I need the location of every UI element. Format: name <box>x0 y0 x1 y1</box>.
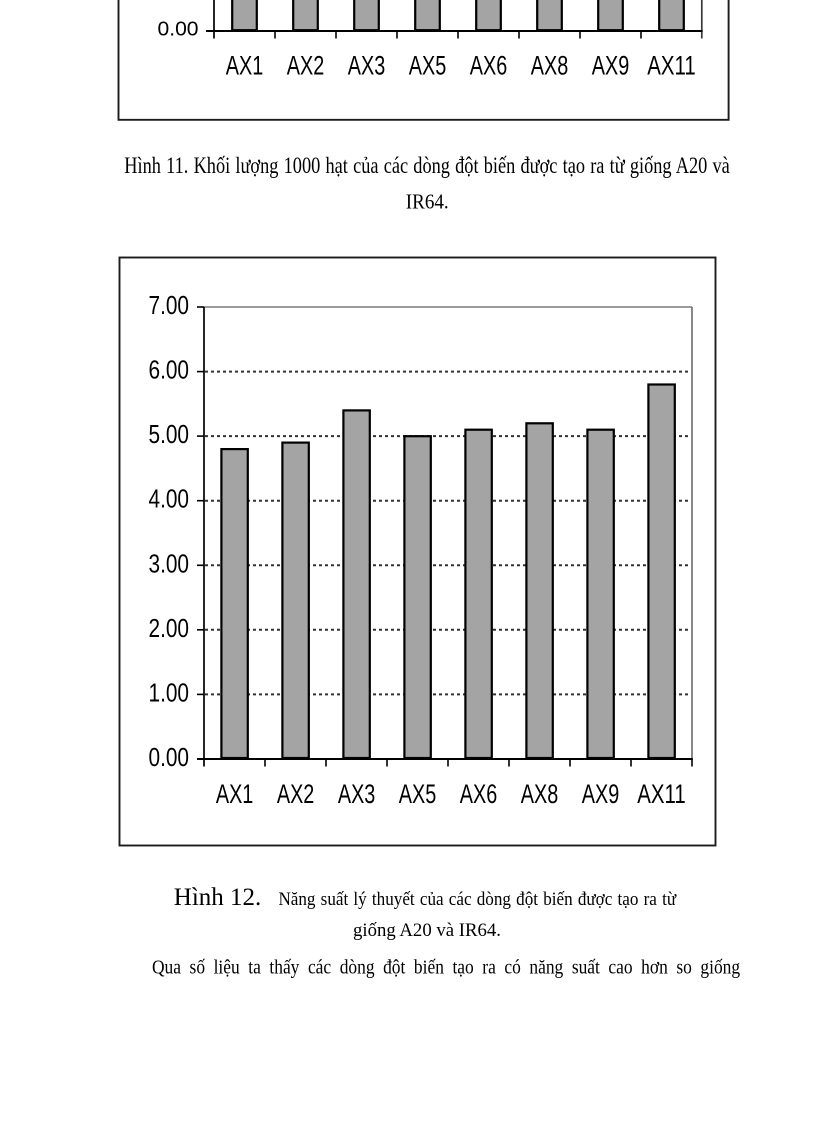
svg-text:0.00: 0.00 <box>149 742 190 772</box>
svg-text:5.00: 5.00 <box>149 419 190 449</box>
svg-text:1.00: 1.00 <box>149 677 190 707</box>
svg-text:AX6: AX6 <box>470 51 508 81</box>
svg-text:AX3: AX3 <box>338 779 376 809</box>
svg-text:AX9: AX9 <box>592 51 630 81</box>
svg-text:IR64.: IR64. <box>406 189 449 213</box>
svg-text:AX11: AX11 <box>637 779 686 809</box>
svg-text:7.00: 7.00 <box>149 290 190 320</box>
svg-text:AX1: AX1 <box>226 51 264 81</box>
svg-text:AX2: AX2 <box>277 779 315 809</box>
svg-text:AX5: AX5 <box>399 779 437 809</box>
svg-text:AX6: AX6 <box>460 779 498 809</box>
svg-text:AX5: AX5 <box>409 51 447 81</box>
svg-text:AX8: AX8 <box>531 51 569 81</box>
svg-text:Qua số liệu ta thấy các dòng đ: Qua số liệu ta thấy các dòng đột biến tạ… <box>152 956 741 979</box>
svg-text:AX2: AX2 <box>287 51 325 81</box>
svg-text:AX11: AX11 <box>647 51 696 81</box>
svg-text:2.00: 2.00 <box>149 613 190 643</box>
svg-text:Hình 11. Khối lượng 1000 hạt c: Hình 11. Khối lượng 1000 hạt của các dòn… <box>124 152 730 179</box>
svg-text:AX3: AX3 <box>348 51 386 81</box>
svg-text:AX9: AX9 <box>582 779 620 809</box>
svg-text:Năng suất lý thuyết của các dò: Năng suất lý thuyết của các dòng đột biế… <box>278 888 677 909</box>
svg-text:0.00: 0.00 <box>158 19 199 41</box>
svg-text:AX1: AX1 <box>216 779 254 809</box>
svg-text:4.00: 4.00 <box>149 484 190 514</box>
svg-text:giống A20 và IR64.: giống A20 và IR64. <box>353 920 501 941</box>
svg-text:6.00: 6.00 <box>149 355 190 385</box>
svg-text:Hình 12.: Hình 12. <box>174 884 261 911</box>
svg-text:AX8: AX8 <box>521 779 559 809</box>
svg-text:3.00: 3.00 <box>149 548 190 578</box>
